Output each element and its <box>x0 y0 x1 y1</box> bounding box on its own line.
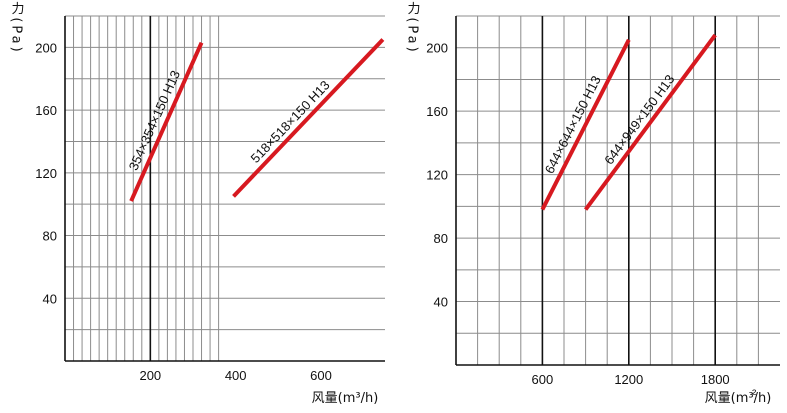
series-label: 644×949×150 H13 <box>601 72 677 167</box>
series-label: 354×354×150 H13 <box>126 68 183 173</box>
y-tick-label: 80 <box>43 229 57 244</box>
y-axis-label: 阻力(Pa) <box>405 0 421 55</box>
series-line <box>540 38 631 211</box>
y-tick-label: 160 <box>35 103 57 118</box>
y-axis-label: 阻力(Pa) <box>9 0 25 55</box>
x-tick-label: 1800 <box>701 372 730 387</box>
series-line <box>232 38 385 198</box>
x-axis-label: 风量(m³/h) <box>312 391 379 406</box>
y-tick-label: 40 <box>434 295 448 310</box>
y-tick-label: 120 <box>35 166 57 181</box>
stray-mark: ² <box>752 386 757 401</box>
x-axis-label: 风量(m³/h) <box>705 391 772 406</box>
y-tick-label: 200 <box>35 40 57 55</box>
y-tick-label: 80 <box>434 231 448 246</box>
x-tick-label: 1200 <box>614 372 643 387</box>
y-tick-label: 160 <box>426 104 448 119</box>
series-line <box>129 41 204 202</box>
chart-left: 40 80 120 160 200 200 400 600 阻力(Pa) 风量(m³/h) 354×… <box>9 0 385 406</box>
series-label: 518×518×150 H13 <box>248 78 333 166</box>
chart-right: 40 80 120 160 200 600 1200 1800 阻力(Pa) 风量(m³/h) 64… <box>405 0 780 406</box>
x-tick-label: 200 <box>139 368 161 383</box>
y-tick-label: 40 <box>43 291 57 306</box>
x-tick-label: 400 <box>225 368 247 383</box>
y-tick-label: 200 <box>426 41 448 56</box>
y-tick-label: 120 <box>426 168 448 183</box>
series-line <box>583 33 717 211</box>
x-tick-label: 600 <box>310 368 332 383</box>
x-tick-label: 600 <box>532 372 554 387</box>
series-label: 644×644×150 H13 <box>542 73 604 176</box>
